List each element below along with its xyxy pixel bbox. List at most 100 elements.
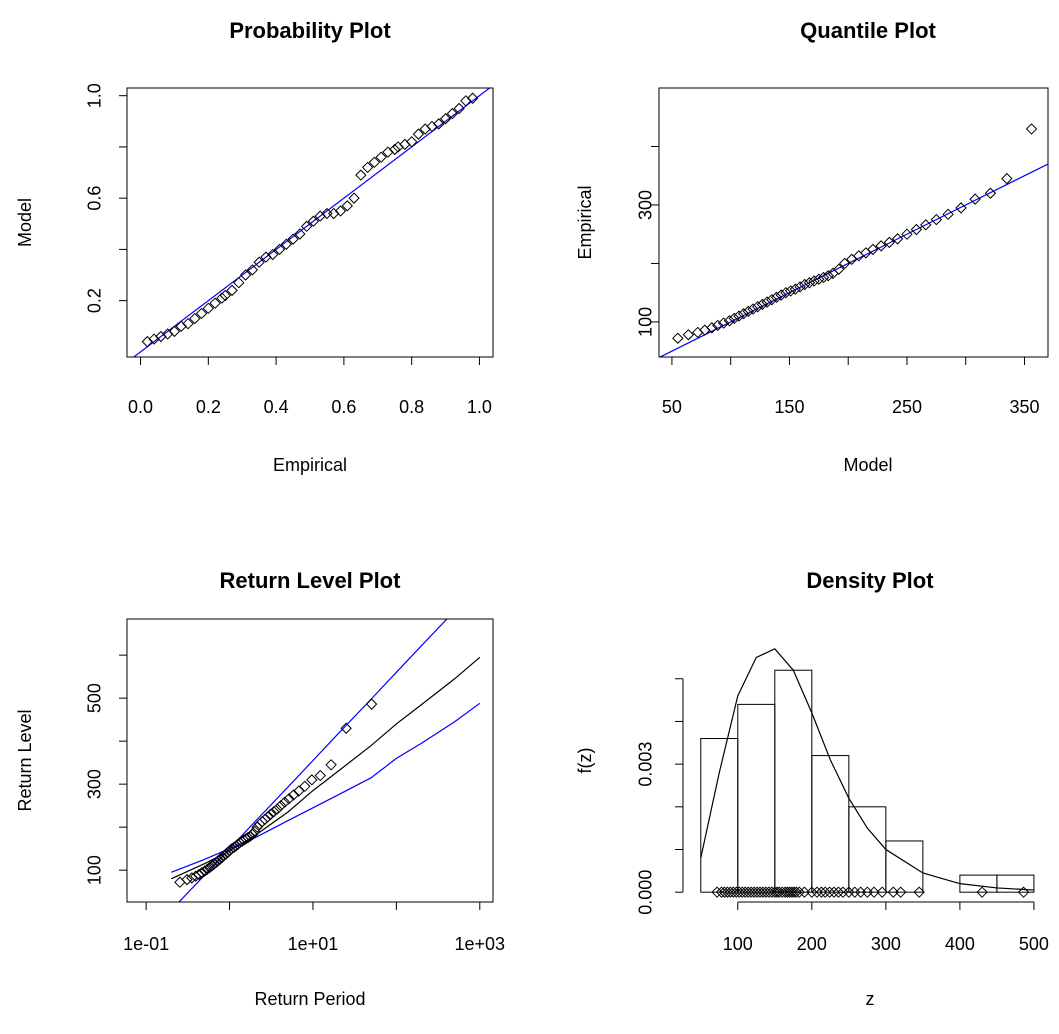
point xyxy=(737,308,750,320)
point xyxy=(770,291,783,304)
rug-point xyxy=(843,886,855,898)
rug-point xyxy=(849,886,861,898)
point xyxy=(300,220,313,233)
rug-point xyxy=(894,886,907,898)
point xyxy=(1025,123,1038,135)
panel-title: Density Plot xyxy=(806,568,934,593)
rug-point xyxy=(811,886,823,898)
rug-point xyxy=(727,886,740,898)
plot-frame xyxy=(126,618,494,903)
point xyxy=(794,281,806,293)
point xyxy=(253,256,265,268)
y-tick-label: 300 xyxy=(636,190,656,220)
fit-line xyxy=(171,702,481,873)
point xyxy=(901,228,913,240)
rug-point xyxy=(773,886,785,898)
point xyxy=(969,193,981,205)
point xyxy=(1001,172,1013,185)
point xyxy=(196,867,208,879)
y-tick-label: 0.2 xyxy=(85,288,105,313)
x-tick-label: 300 xyxy=(871,934,901,954)
point xyxy=(361,161,374,174)
fit-line xyxy=(178,619,448,902)
y-tick-label: 100 xyxy=(85,855,105,885)
point xyxy=(209,297,221,309)
rug-point xyxy=(798,886,811,898)
point xyxy=(233,276,245,289)
rug-point xyxy=(776,886,788,898)
point xyxy=(910,223,923,236)
rug-point xyxy=(766,886,778,898)
point xyxy=(799,278,811,291)
point xyxy=(375,151,387,163)
point xyxy=(314,769,327,782)
point xyxy=(368,156,381,169)
x-tick-label: 200 xyxy=(797,934,827,954)
point xyxy=(712,319,724,332)
rug-point xyxy=(721,886,734,898)
plot-area xyxy=(659,163,1048,357)
point xyxy=(195,307,208,320)
point xyxy=(328,207,340,220)
point xyxy=(942,208,954,221)
x-tick-label: 400 xyxy=(945,934,975,954)
rug-point xyxy=(715,886,728,898)
rug-point xyxy=(769,886,781,898)
histogram-bar xyxy=(700,738,739,893)
x-tick-label: 0.4 xyxy=(264,397,289,417)
point xyxy=(433,118,445,130)
y-tick-label: 1.0 xyxy=(85,83,105,108)
point xyxy=(775,289,787,301)
rug-point xyxy=(868,886,880,898)
rug-point xyxy=(771,886,783,898)
histogram-bar xyxy=(959,874,998,893)
rug-point xyxy=(763,886,775,898)
point xyxy=(752,301,764,313)
histogram-bar xyxy=(848,806,887,893)
y-tick-label: 0.6 xyxy=(85,186,105,211)
point xyxy=(262,811,274,823)
y-tick-label: 300 xyxy=(85,769,105,799)
point xyxy=(249,825,261,838)
point xyxy=(766,293,778,306)
x-axis-label: Return Period xyxy=(254,989,365,1009)
point xyxy=(341,200,353,212)
x-tick-label: 150 xyxy=(774,397,804,417)
point xyxy=(287,233,299,245)
x-tick-label: 0.0 xyxy=(128,397,153,417)
point xyxy=(242,831,254,844)
histogram-bar xyxy=(996,874,1035,893)
point xyxy=(181,873,193,886)
rug-point xyxy=(730,886,743,898)
point xyxy=(334,205,347,217)
point xyxy=(348,192,360,204)
point xyxy=(717,317,730,329)
point xyxy=(761,296,773,308)
point xyxy=(883,236,896,249)
x-tick-label: 1.0 xyxy=(467,397,492,417)
rug-point xyxy=(788,886,800,898)
x-tick-label: 1e+03 xyxy=(455,934,506,954)
point xyxy=(271,803,283,815)
rug-point xyxy=(913,886,925,898)
rug-point xyxy=(976,886,988,898)
x-tick-label: 350 xyxy=(1009,397,1039,417)
point xyxy=(822,270,834,282)
panel: Probability Plot Empirical Model 0.0 0.2 0.4 0… xyxy=(15,18,494,475)
point xyxy=(246,828,259,841)
point xyxy=(453,102,465,115)
panel-title: Probability Plot xyxy=(229,18,391,43)
rug-point xyxy=(757,886,769,898)
point xyxy=(283,793,295,805)
point xyxy=(784,285,797,297)
panel-title: Quantile Plot xyxy=(800,18,936,43)
point xyxy=(201,863,213,876)
point xyxy=(728,312,740,325)
plot-area xyxy=(700,648,1034,891)
density-curve xyxy=(700,648,1034,891)
y-axis-label: f(z) xyxy=(575,748,595,774)
point xyxy=(723,315,736,327)
plot-area xyxy=(132,88,491,357)
point xyxy=(355,169,367,181)
point xyxy=(193,868,205,881)
